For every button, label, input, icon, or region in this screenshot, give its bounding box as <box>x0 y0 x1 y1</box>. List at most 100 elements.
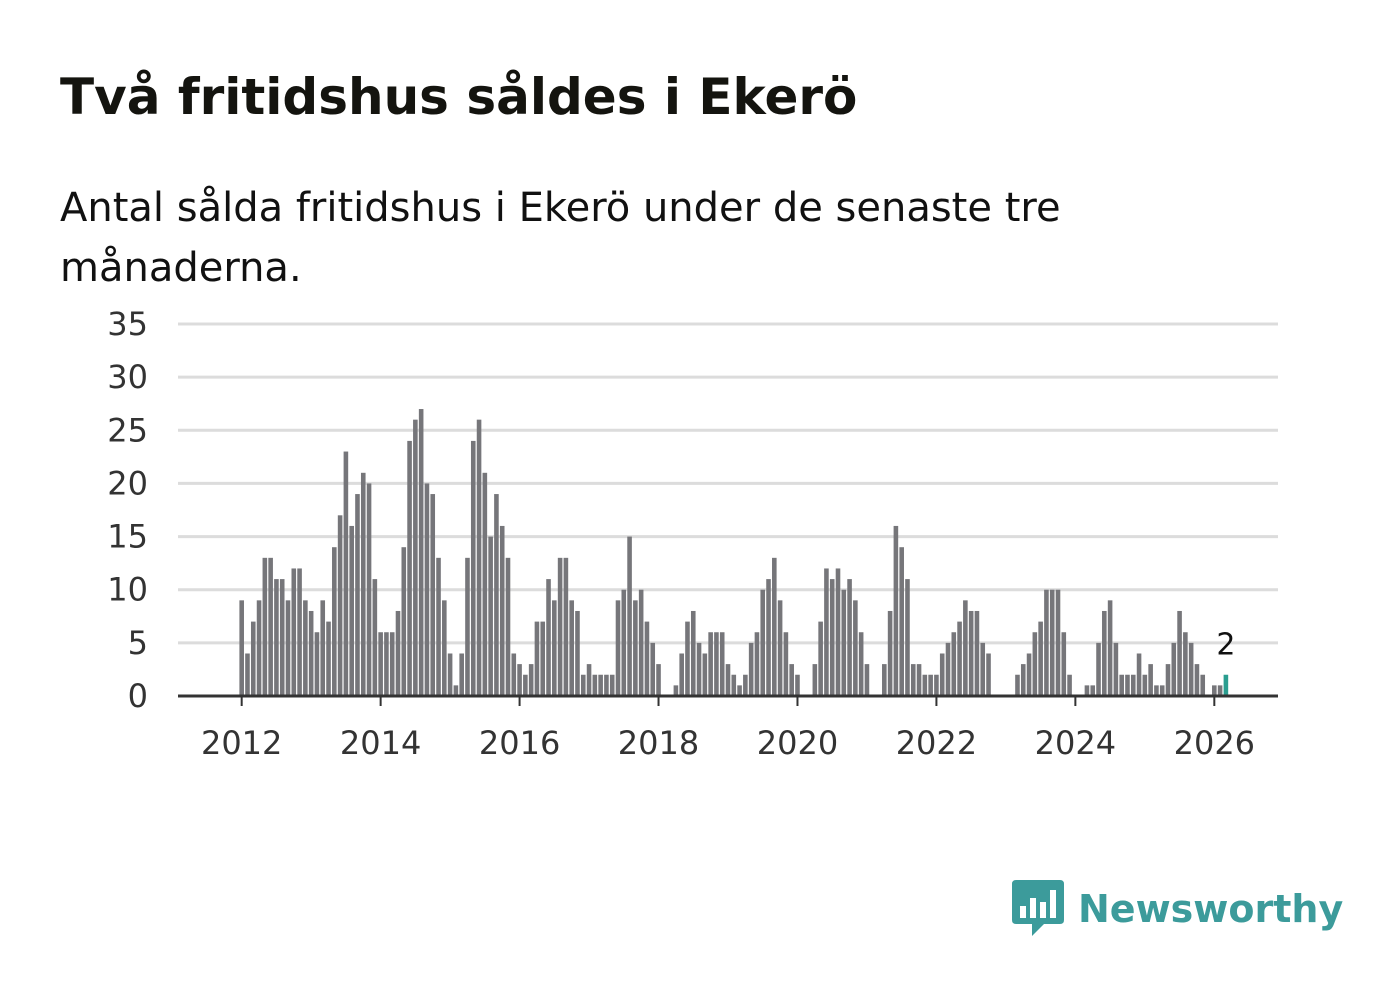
bar <box>1194 664 1200 696</box>
bar <box>580 674 586 696</box>
bar <box>853 600 858 696</box>
bar <box>679 653 684 696</box>
bar <box>395 610 401 696</box>
bar <box>546 579 551 696</box>
y-tick-label: 30 <box>107 358 148 396</box>
bar <box>563 557 569 696</box>
bar <box>528 664 534 696</box>
bar <box>638 589 644 696</box>
bar <box>279 579 285 696</box>
bar <box>320 600 326 696</box>
bar <box>250 621 256 696</box>
y-tick-label: 0 <box>128 677 148 715</box>
y-tick-label: 20 <box>107 464 148 502</box>
bar <box>1200 674 1206 696</box>
bar <box>285 600 291 696</box>
bar <box>714 632 719 696</box>
bar <box>841 589 847 696</box>
bar <box>795 674 800 696</box>
bar <box>737 685 742 696</box>
bar <box>702 653 708 696</box>
bar <box>1188 642 1194 696</box>
x-tick-label: 2016 <box>479 724 560 762</box>
bar <box>922 674 928 696</box>
bar <box>1020 664 1026 696</box>
bar <box>633 600 638 696</box>
bar <box>274 579 279 696</box>
bar <box>1067 674 1072 696</box>
bar <box>621 589 627 696</box>
bar <box>754 632 760 696</box>
bar <box>945 642 951 696</box>
bar <box>910 664 916 696</box>
bar <box>644 621 650 696</box>
bar <box>1102 610 1107 696</box>
bar <box>389 632 395 696</box>
bar <box>615 600 621 696</box>
bar <box>314 632 320 696</box>
bar <box>1142 674 1148 696</box>
bar <box>725 664 731 696</box>
bar <box>818 621 823 696</box>
bar <box>1165 664 1171 696</box>
x-tick-label: 2022 <box>896 724 977 762</box>
bar <box>1130 674 1136 696</box>
bar <box>557 557 563 696</box>
bar <box>592 674 598 696</box>
x-tick-label: 2020 <box>757 724 838 762</box>
bar <box>1096 642 1101 696</box>
bar <box>934 674 939 696</box>
bar <box>951 632 957 696</box>
bar <box>1061 632 1067 696</box>
bar <box>343 451 349 696</box>
bar <box>939 653 945 696</box>
bar <box>928 674 933 696</box>
gridlines <box>178 322 1278 645</box>
bar <box>1177 610 1182 696</box>
bar <box>731 674 737 696</box>
bar-highlight <box>1223 674 1229 696</box>
bar <box>349 525 354 696</box>
bar <box>1113 642 1119 696</box>
y-tick-label: 25 <box>107 411 148 449</box>
bar <box>656 664 661 696</box>
chart-subtitle: Antal sålda fritidshus i Ekerö under de … <box>60 185 1061 291</box>
bar <box>499 525 505 696</box>
bar <box>517 664 522 696</box>
bar <box>442 600 447 696</box>
bars <box>239 409 1229 696</box>
bar <box>337 515 343 696</box>
bar <box>453 685 459 696</box>
bar <box>575 610 580 696</box>
bar <box>743 674 748 696</box>
bar <box>476 419 482 696</box>
x-tick-label: 2012 <box>201 724 282 762</box>
bar <box>986 653 991 696</box>
bar <box>609 674 615 696</box>
bar <box>882 664 887 696</box>
bar <box>789 664 794 696</box>
bar <box>494 494 499 696</box>
bar <box>777 600 783 696</box>
bar <box>447 653 453 696</box>
bar <box>297 568 302 696</box>
x-axis-ticks: 2012 2014 2016 2018 2020 2022 2024 2026 <box>201 696 1255 762</box>
bar <box>1171 642 1177 696</box>
bar <box>748 642 754 696</box>
bar <box>690 610 696 696</box>
bar <box>372 579 378 696</box>
bar <box>598 674 603 696</box>
bar <box>1212 685 1217 696</box>
brand-name: Newsworthy <box>1078 887 1344 931</box>
bar <box>366 483 372 696</box>
y-tick-label: 5 <box>128 624 148 662</box>
bar <box>899 547 904 696</box>
bar <box>847 579 852 696</box>
bar <box>326 621 331 696</box>
bar <box>355 494 360 696</box>
bar <box>534 621 540 696</box>
bar <box>968 610 974 696</box>
bar <box>1154 685 1159 696</box>
x-tick-label: 2026 <box>1174 724 1255 762</box>
bar <box>980 642 986 696</box>
